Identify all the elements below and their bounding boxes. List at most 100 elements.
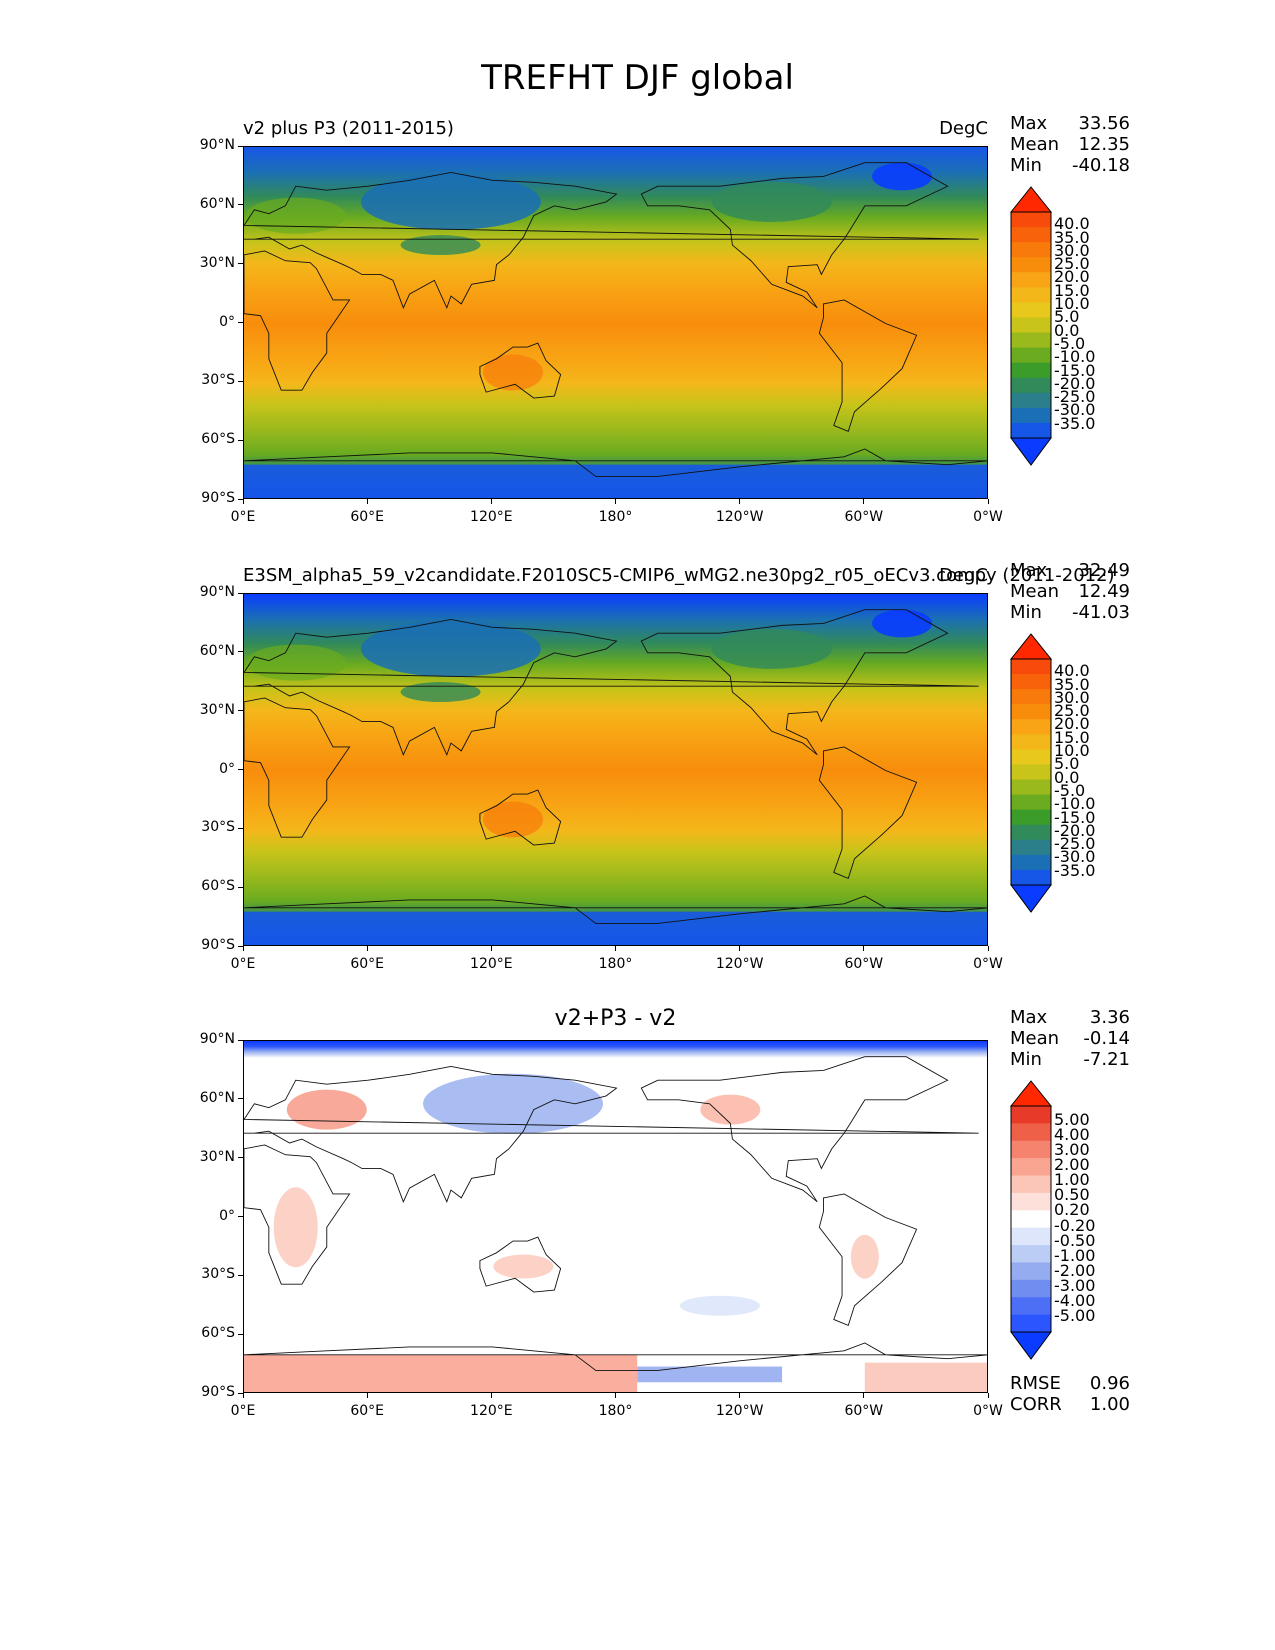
colorbar-segment — [1011, 854, 1051, 871]
x-tick-label: 60°E — [350, 956, 384, 972]
x-tick-mark — [490, 946, 492, 951]
x-tick-label: 0°E — [230, 509, 256, 525]
coastline — [244, 172, 979, 310]
colorbar-tick-label: 10.0 — [1054, 741, 1090, 761]
colorbar-segment — [1011, 1158, 1051, 1177]
colorbar-segment — [1011, 764, 1051, 781]
colorbar-tick-label: -5.00 — [1054, 1305, 1096, 1325]
colorbar-segment — [1011, 719, 1051, 735]
stat-label: Mean — [1010, 134, 1060, 155]
coastline — [479, 342, 562, 399]
colorbar-segment — [1011, 674, 1051, 690]
x-tick-label: 120°W — [715, 509, 764, 525]
arctic-cold-anomaly — [244, 1041, 987, 1147]
x-tick-label: 0°W — [973, 509, 1003, 525]
colorbar-segment — [1011, 779, 1051, 796]
y-tick-mark — [238, 945, 243, 947]
canada-cold — [711, 181, 832, 222]
y-tick-label: 60°N — [199, 195, 235, 212]
map-panel-2 — [243, 593, 988, 946]
antarctica-cold — [244, 464, 987, 498]
colorbar-tick-label: 10.0 — [1054, 294, 1090, 314]
colorbar-segment — [1011, 1140, 1051, 1159]
southpacific-cold-anomaly — [679, 1295, 760, 1316]
rmse-label: RMSE — [1010, 1373, 1061, 1394]
corr-label: CORR — [1010, 1394, 1062, 1415]
stat-value: 12.49 — [1078, 581, 1130, 602]
y-tick-mark — [238, 1392, 243, 1394]
siberia-cold — [360, 620, 541, 677]
x-tick-mark — [615, 1393, 616, 1398]
tibet-cold — [400, 682, 481, 703]
colorbar-extend-bottom — [1010, 884, 1052, 913]
stat-label: Min — [1010, 155, 1042, 176]
y-tick-mark — [238, 322, 243, 323]
siberia-cold — [360, 173, 541, 230]
stat-value: 12.35 — [1078, 134, 1130, 155]
colorbar-segment — [1011, 1210, 1051, 1229]
y-tick-mark — [238, 439, 243, 441]
colorbar-tick-label: -4.00 — [1054, 1290, 1096, 1310]
y-tick-mark — [238, 769, 243, 770]
colorbar-segment — [1011, 749, 1051, 765]
x-tick-label: 60°W — [844, 1403, 884, 1419]
x-tick-mark — [242, 499, 244, 504]
colorbar-tick-label: 0.0 — [1054, 320, 1080, 340]
y-tick-label: 90°N — [199, 137, 235, 153]
colorbar-segment — [1011, 392, 1051, 409]
y-tick-mark — [238, 1333, 243, 1335]
colorbar-tick-label: -3.00 — [1054, 1275, 1096, 1295]
x-tick-label: 120°E — [470, 956, 513, 972]
greenland-cold — [872, 609, 933, 638]
coastline — [640, 1056, 949, 1203]
colorbar-segment — [1011, 287, 1051, 303]
colorbar-segment — [1011, 1227, 1051, 1246]
coastline — [479, 789, 562, 846]
coastline — [244, 697, 351, 838]
colorbar-segment — [1011, 212, 1051, 228]
y-tick-label: 90°S — [201, 490, 235, 506]
stat-label: Min — [1010, 602, 1042, 623]
x-tick-mark — [366, 1393, 368, 1398]
colorbar-segment — [1011, 689, 1051, 705]
y-tick-mark — [238, 1216, 243, 1217]
colorbar-tick-label: 5.0 — [1054, 307, 1080, 327]
x-tick-label: 120°E — [470, 509, 513, 525]
colorbar-tick-label: -1.00 — [1054, 1245, 1096, 1265]
x-tick-mark — [863, 946, 865, 951]
colorbar-segment — [1011, 809, 1051, 826]
colorbar-tick-label: 30.0 — [1054, 687, 1090, 707]
coastline — [244, 895, 987, 924]
x-tick-label: 0°E — [230, 1403, 256, 1419]
colorbar-tick-label: 4.00 — [1054, 1125, 1090, 1145]
alaska-warm-anomaly — [700, 1094, 761, 1125]
tibet-cold — [400, 235, 481, 256]
y-tick-label: 30°S — [201, 372, 235, 389]
colorbar-tick-label: -0.50 — [1054, 1230, 1096, 1250]
colorbar-2 — [1010, 633, 1053, 913]
x-tick-label: 60°E — [350, 1403, 384, 1419]
panel-label: v2 plus P3 (2011-2015) — [243, 118, 454, 139]
y-tick-label: 60°N — [199, 1089, 235, 1106]
colorbar-segment — [1011, 824, 1051, 841]
asia-cold-anomaly — [423, 1073, 604, 1134]
y-tick-mark — [238, 1039, 243, 1041]
colorbar-tick-label: 25.0 — [1054, 701, 1090, 721]
colorbar-segment — [1011, 422, 1051, 439]
antarctica-cold — [244, 911, 987, 945]
temperature-field — [244, 147, 987, 498]
australia-warm — [483, 801, 544, 838]
y-tick-label: 30°N — [199, 254, 235, 271]
x-tick-label: 180° — [598, 1403, 633, 1419]
coastline — [244, 1144, 351, 1285]
colorbar-segment — [1011, 377, 1051, 394]
x-tick-mark — [490, 499, 492, 504]
colorbar-segment — [1011, 347, 1051, 364]
y-tick-label: 0° — [219, 760, 235, 777]
x-tick-mark — [987, 946, 989, 951]
colorbar-extend-top — [1010, 186, 1053, 213]
y-tick-label: 60°S — [201, 1325, 235, 1342]
y-tick-label: 90°S — [201, 937, 235, 953]
x-tick-mark — [739, 499, 741, 504]
colorbar-tick-label: -2.00 — [1054, 1260, 1096, 1280]
